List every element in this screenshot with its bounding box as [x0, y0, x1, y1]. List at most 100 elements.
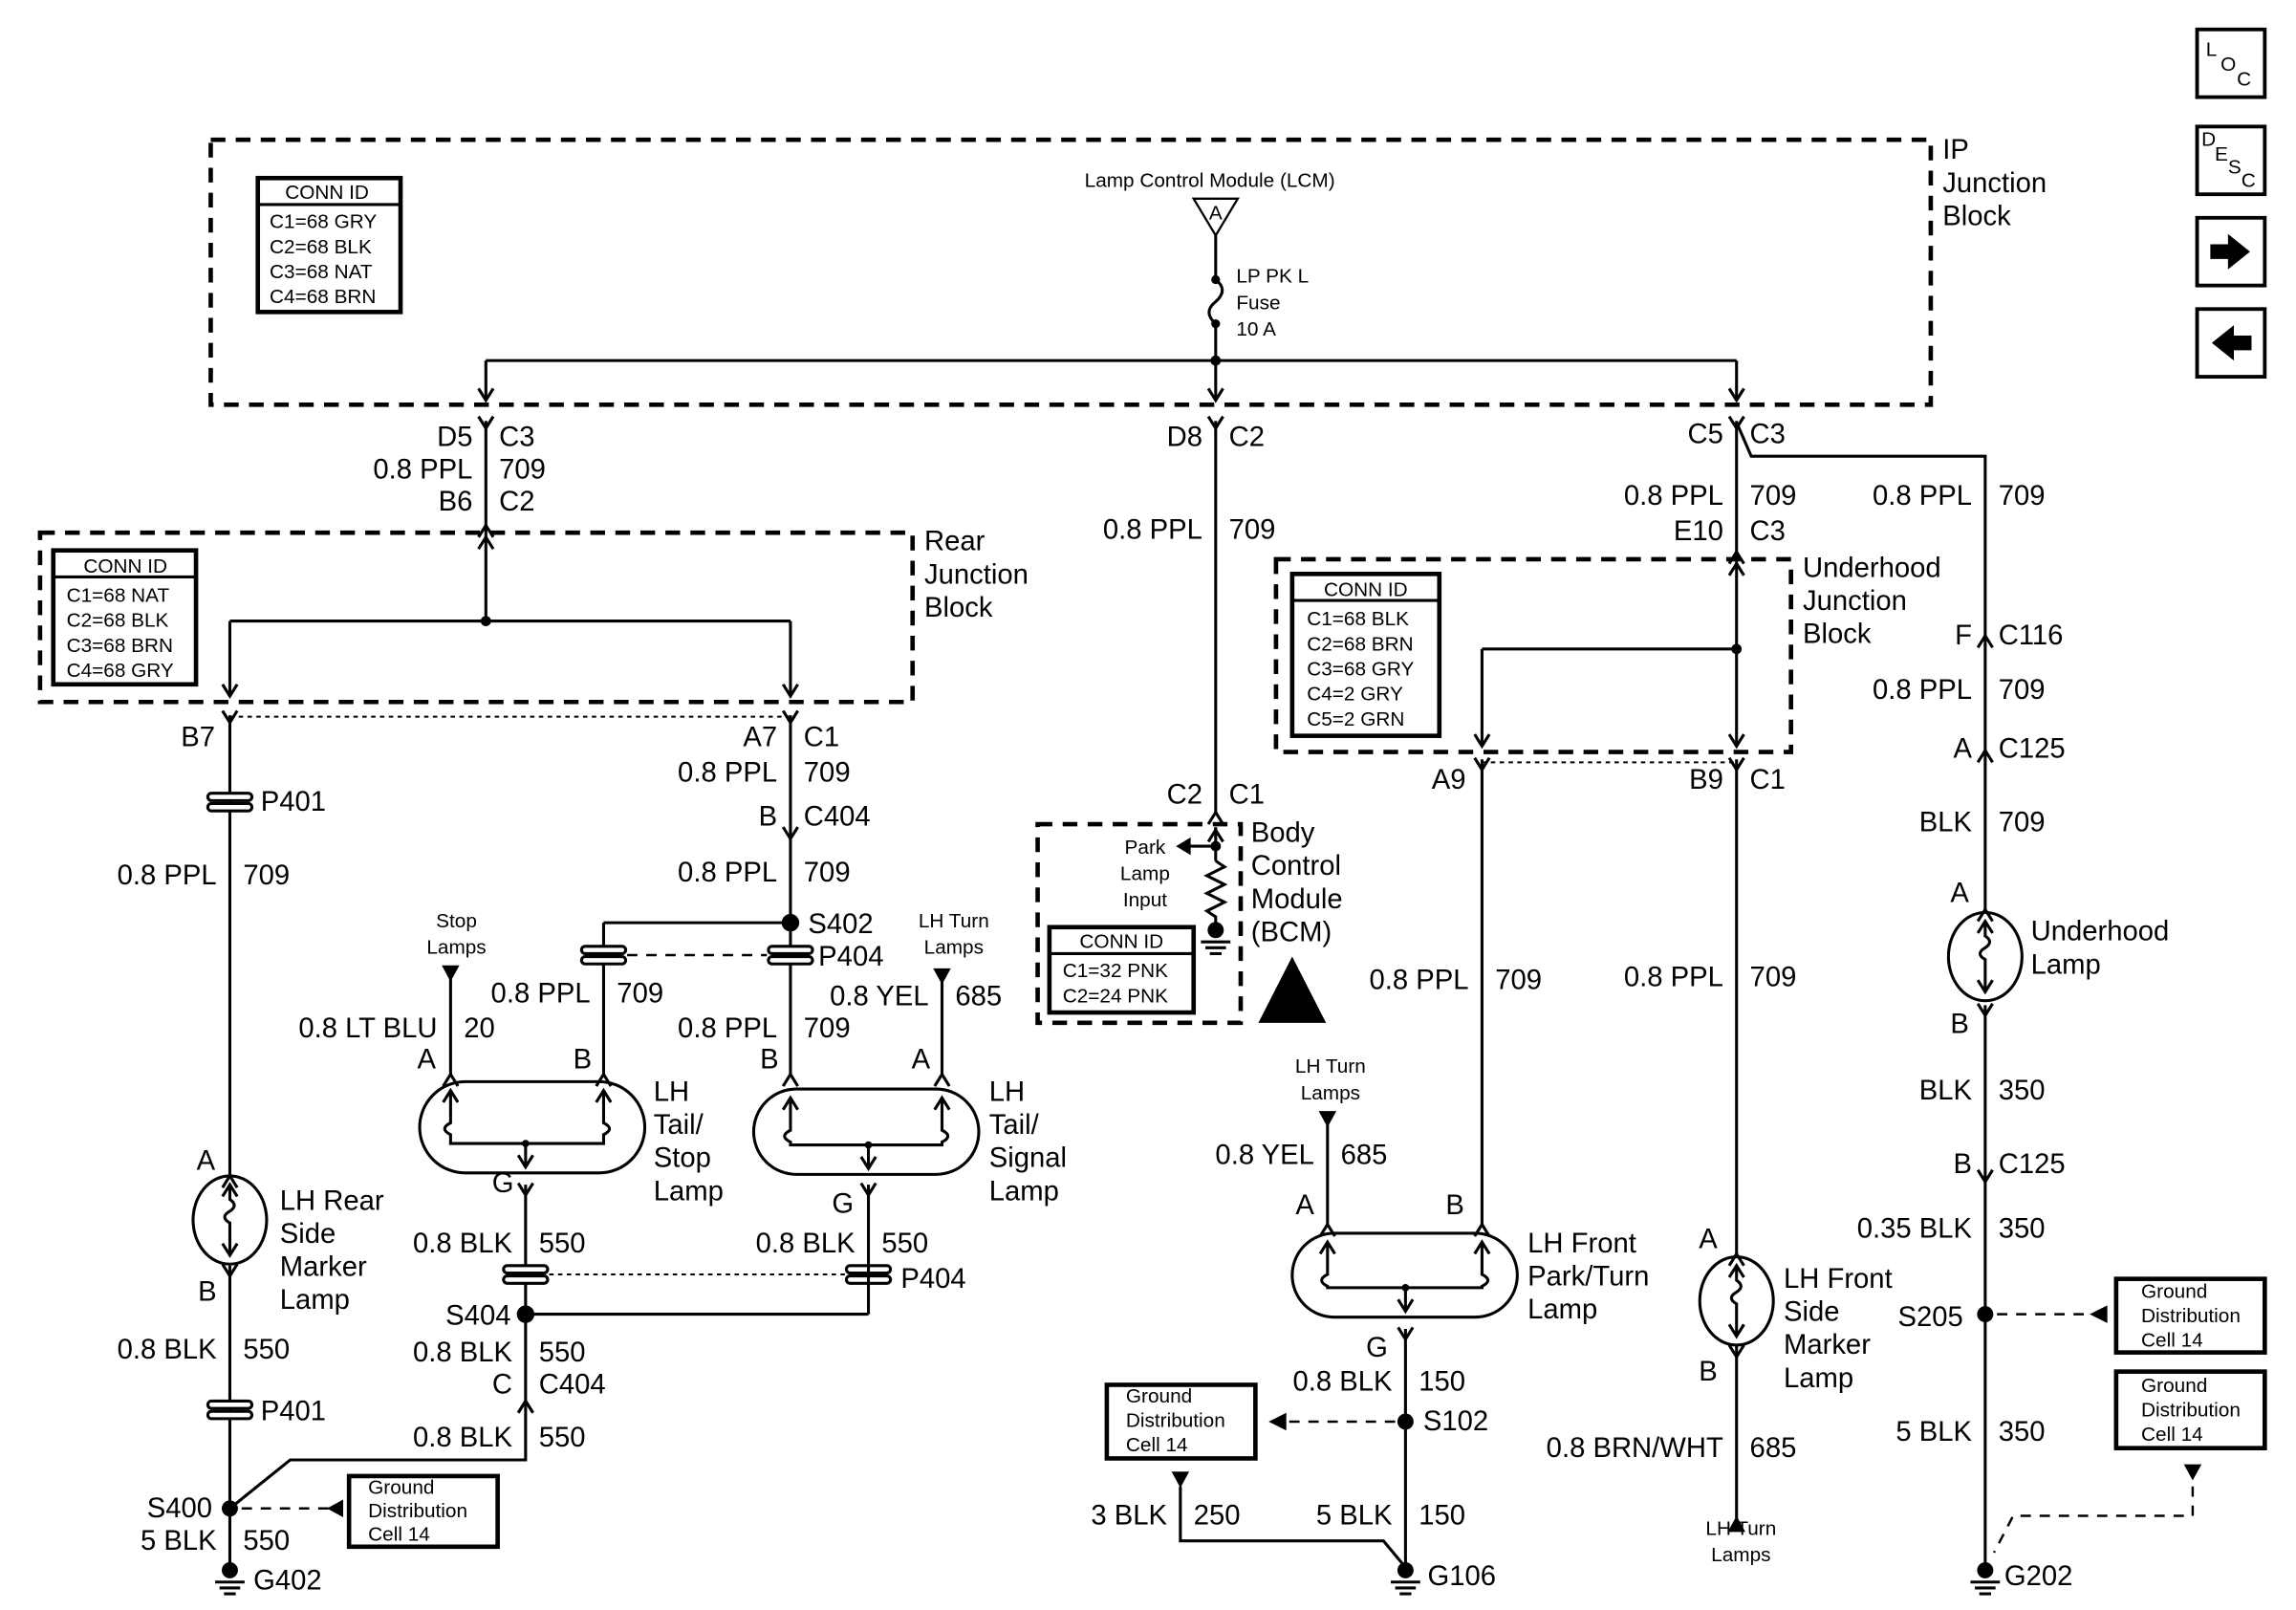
tail-stop-lamp-name-0-label: LH [654, 1077, 689, 1107]
underhood-lamp-pin-f-label: F [1955, 620, 1972, 651]
bcm-input-0-label: Park [1125, 837, 1166, 859]
filament-icon [221, 1182, 239, 1198]
ground-box-1-label: Distribution [1126, 1409, 1225, 1431]
bcm-name-0-label: Body [1251, 817, 1315, 848]
description-button-frame[interactable] [2195, 124, 2267, 197]
underhood-junction-block-conn-id-rows-2-label: C3=68 GRY [1307, 659, 1414, 681]
arrow-down-icon [1171, 1471, 1190, 1489]
ip-junction-block-conn-id-rows-0-label: C1=68 GRY [270, 211, 377, 233]
bcm-input-2-label: Input [1123, 889, 1167, 911]
arrow-down-icon [2183, 1464, 2202, 1481]
ip-junction-block-lcm-pin-label: A [1209, 202, 1223, 224]
previous-page-button[interactable] [2195, 307, 2267, 379]
tail-signal-lamp-source-0-label: LH Turn [919, 910, 989, 932]
connector-terminal [781, 826, 799, 842]
underhood-conn-id-table [1289, 572, 1442, 738]
bulb-icon [1946, 910, 2024, 1003]
ground-icon [1977, 1561, 1994, 1578]
tail-stop-lamp-circuit-c-label: 550 [539, 1423, 586, 1453]
ground-icon [1397, 1561, 1414, 1578]
tail-stop-lamp-wire-g-label: 0.8 BLK [413, 1229, 513, 1259]
arrow-left-icon [2090, 1305, 2108, 1323]
ground-box-0-label: Ground [368, 1476, 434, 1498]
inline-connector-icon [502, 1274, 550, 1285]
inline-connector-icon [206, 1409, 254, 1421]
arrow-down-icon [477, 387, 495, 403]
inline-connector-icon [206, 1399, 254, 1410]
ground-box-2-label: Cell 14 [368, 1524, 430, 1546]
rear-a7-wire1-label: 0.8 PPL [678, 757, 777, 788]
filament-icon [443, 1090, 612, 1145]
front-park-turn-lamp-source-0-label: LH Turn [1295, 1055, 1366, 1077]
bcm-feed-pin-top-label: D8 [1167, 422, 1202, 452]
location-button-frame[interactable] [2195, 27, 2267, 99]
underhood-junction-block-name-1-label: Junction [1803, 586, 1907, 617]
inline-connector-icon [206, 801, 254, 813]
tail-stop-lamp-wire-s-label: 0.8 BLK [413, 1338, 513, 1368]
ground-reference [1993, 1486, 2195, 1554]
front-side-marker-wire-in-label: 0.8 PPL [1624, 962, 1723, 992]
filament-icon [516, 1154, 534, 1170]
front-side-marker-circuit-out-label: 685 [1750, 1433, 1797, 1464]
tail-signal-lamp-pin-g-label: G [832, 1188, 854, 1219]
inline-connector-icon [767, 955, 814, 966]
tail-signal-lamp-wire-b-label: 0.8 PPL [678, 1013, 777, 1044]
next-page-button[interactable] [2195, 215, 2267, 288]
bcm-feed-conn-bottom-label: C1 [1229, 779, 1265, 810]
desc-letter: C [2242, 169, 2256, 191]
tail-stop-lamp-circuit-b-label: 709 [617, 978, 663, 1009]
rear-side-marker-name-0-label: LH Rear [280, 1186, 384, 1216]
underhood-lamp-wire2-label: 0.8 PPL [1873, 675, 1972, 706]
rear-side-marker-wire-in-label: 0.8 PPL [118, 860, 217, 891]
arrow-down-icon [1206, 387, 1224, 403]
front-park-turn-lamp-name-1-label: Park/Turn [1527, 1262, 1649, 1293]
bcm-name-2-label: Module [1251, 884, 1343, 915]
ip-junction-block-conn-id-rows-1-label: C2=68 BLK [270, 236, 372, 258]
rear-junction-block-name-2-label: Block [924, 593, 993, 623]
bcm-conn-id-rows-0-label: C1=32 PNK [1063, 960, 1168, 982]
ground-box-1-label: Distribution [2141, 1305, 2241, 1327]
front-side-marker-name-2-label: Marker [1784, 1330, 1871, 1360]
underhood-lamp-wire4-label: BLK [1919, 1076, 1973, 1106]
ip-junction-block-fuse-2-label: 10 A [1236, 318, 1276, 340]
arrow-left-icon [2211, 325, 2252, 361]
front-park-turn-lamp-wire-b-label: 0.8 PPL [1370, 965, 1469, 995]
underhood-lamp-pin-b-c125-label: B [1954, 1149, 1973, 1180]
ip-to-rear-pin-top-label: D5 [437, 422, 472, 452]
front-park-turn-lamp-circuit-g-label: 150 [1419, 1367, 1465, 1398]
arrow-down-icon [781, 683, 799, 699]
desc-letter: E [2215, 143, 2228, 165]
inline-connector-icon [502, 1264, 550, 1275]
ground-box-0-label: Ground [2141, 1375, 2207, 1397]
tail-signal-lamp-source-1-label: Lamps [924, 936, 984, 958]
front-side-marker-circuit-in-label: 709 [1750, 962, 1797, 992]
bcm-input-1-label: Lamp [1120, 863, 1170, 885]
filament-icon [1727, 1262, 1745, 1278]
underhood-lamp-name-1-label: Lamp [2031, 949, 2101, 980]
rear-junction-block-conn-id-rows-2-label: C3=68 BRN [67, 635, 173, 657]
rear-side-marker-circuit-gnd-label: 550 [243, 1526, 290, 1556]
rear-side-marker-name-3-label: Lamp [280, 1285, 350, 1316]
ground-icon [1207, 922, 1224, 939]
rear-a7-conn-label: C1 [804, 722, 839, 752]
inline-connector-icon [579, 945, 628, 956]
fuse-terminal [1211, 319, 1221, 329]
tail-signal-lamp-name-2-label: Signal [989, 1143, 1067, 1174]
front-park-turn-lamp-pin-g-label: G [1366, 1333, 1388, 1363]
location-button[interactable]: L O C [2195, 27, 2267, 99]
description-button[interactable]: D E S C [2195, 124, 2267, 197]
tail-stop-lamp-source-0-label: Stop [436, 910, 477, 932]
lamp-housing-icon [1290, 1231, 1519, 1319]
ip-junction-block-name-1-label: Junction [1942, 168, 2047, 199]
ground-distribution-box-frame [2113, 1369, 2267, 1450]
underhood-junction-block-conn-id-rows-3-label: C4=2 GRY [1307, 684, 1403, 706]
bcm-conn-id-title-label: CONN ID [1079, 930, 1163, 952]
ground-box-2-label: Cell 14 [2141, 1329, 2203, 1351]
tail-stop-lamp-pin-c-label: C [492, 1370, 512, 1401]
rear-side-marker-ground-label: G402 [253, 1565, 322, 1596]
filament-icon [864, 1141, 873, 1149]
filament-icon [221, 1242, 239, 1258]
front-side-marker-dest-0-label: LH Turn [1705, 1517, 1776, 1539]
bcm-feed-conn-top-label: C2 [1229, 422, 1265, 452]
